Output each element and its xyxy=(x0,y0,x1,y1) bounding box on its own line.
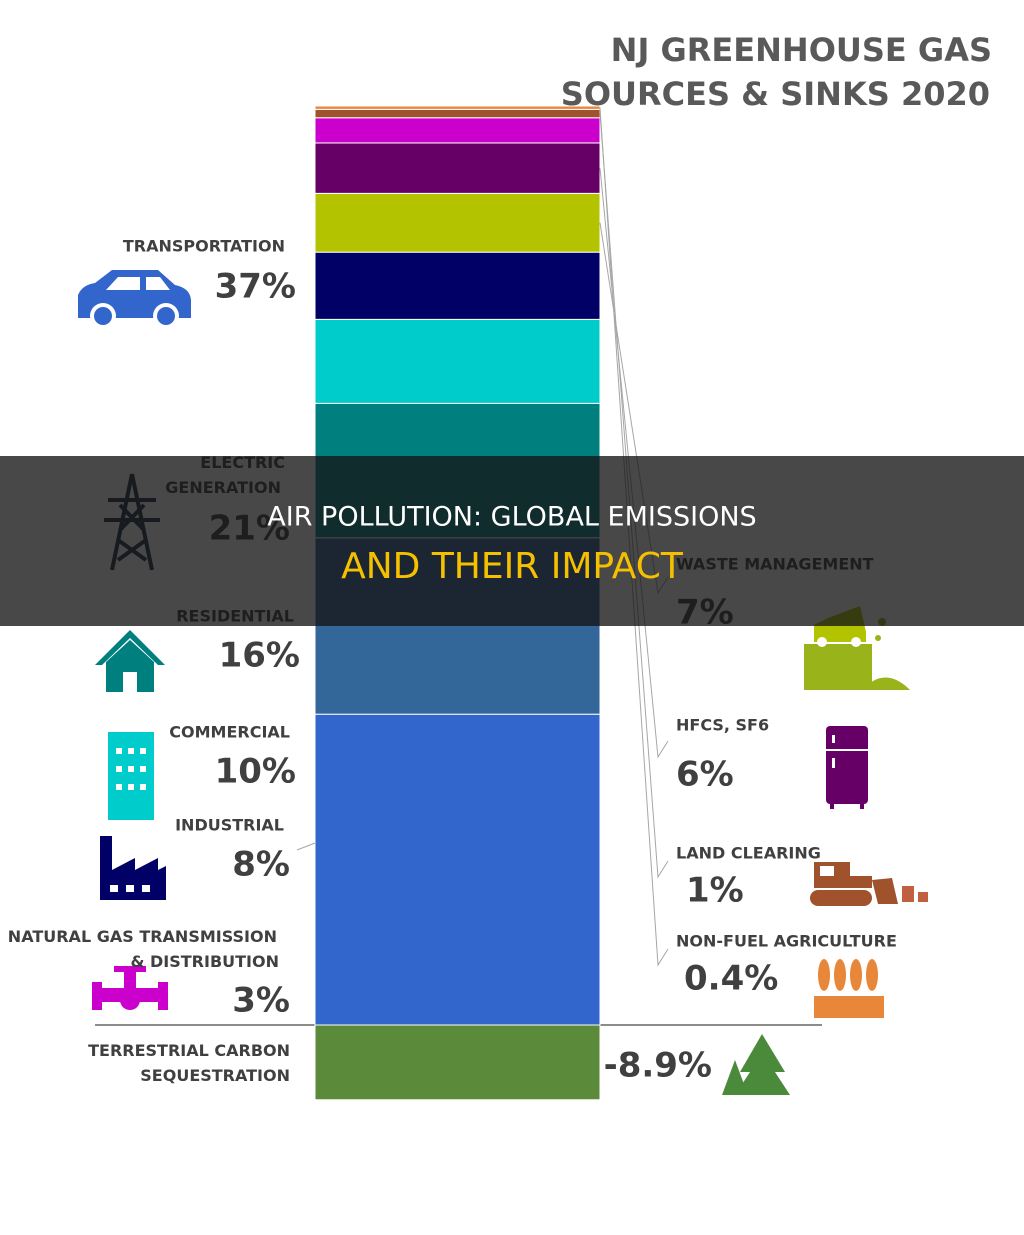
wheat-icon xyxy=(814,959,884,1018)
bar-segment xyxy=(314,318,601,404)
bar-segment xyxy=(314,108,601,119)
bar-segment xyxy=(314,713,601,1026)
bulldozer-icon xyxy=(810,862,928,906)
value-label: 37% xyxy=(215,267,296,307)
bar-segment xyxy=(314,1024,601,1101)
banner: AIR POLLUTION: GLOBAL EMISSIONS AND THEI… xyxy=(0,456,1024,626)
house-icon xyxy=(95,630,165,692)
car-icon xyxy=(78,270,191,329)
segment-name: NON-FUEL AGRICULTURE xyxy=(676,932,897,951)
segment-name: TRANSPORTATION xyxy=(123,237,285,256)
building-icon xyxy=(108,732,154,820)
value-label: 1% xyxy=(686,871,744,911)
bar-segment xyxy=(314,192,601,253)
segment-name: NATURAL GAS TRANSMISSION & DISTRIBUTION xyxy=(8,927,279,971)
banner-band xyxy=(0,456,1024,626)
segment-name: TERRESTRIAL CARBON SEQUESTRATION xyxy=(88,1041,290,1085)
fridge-icon xyxy=(826,726,868,809)
pipe-icon xyxy=(92,966,168,1010)
value-label: 16% xyxy=(219,636,300,676)
value-label: 0.4% xyxy=(684,959,778,999)
leader-line xyxy=(599,107,669,967)
segment-name: LAND CLEARING xyxy=(676,844,821,863)
value-label: -8.9% xyxy=(604,1046,712,1086)
trees-icon xyxy=(722,1034,790,1095)
segment-name: INDUSTRIAL xyxy=(175,816,284,835)
chart-title: NJ GREENHOUSE GAS SOURCES & SINKS 2020 xyxy=(561,31,992,113)
segment-name: HFCS, SF6 xyxy=(676,716,769,735)
bar-segment xyxy=(314,142,601,194)
value-label: 8% xyxy=(232,845,290,885)
bar-segment xyxy=(314,251,601,320)
value-label: 6% xyxy=(676,755,734,795)
factory-icon xyxy=(100,836,166,900)
value-label: 10% xyxy=(215,752,296,792)
leader-line xyxy=(599,113,669,879)
leader-line xyxy=(296,842,316,851)
value-label: 3% xyxy=(232,981,290,1021)
bar-segment xyxy=(314,105,601,110)
banner-line: AIR POLLUTION: GLOBAL EMISSIONS xyxy=(267,502,756,533)
bar-segment xyxy=(314,117,601,144)
segment-name: COMMERCIAL xyxy=(169,723,290,742)
banner-line: AND THEIR IMPACT xyxy=(341,546,684,587)
